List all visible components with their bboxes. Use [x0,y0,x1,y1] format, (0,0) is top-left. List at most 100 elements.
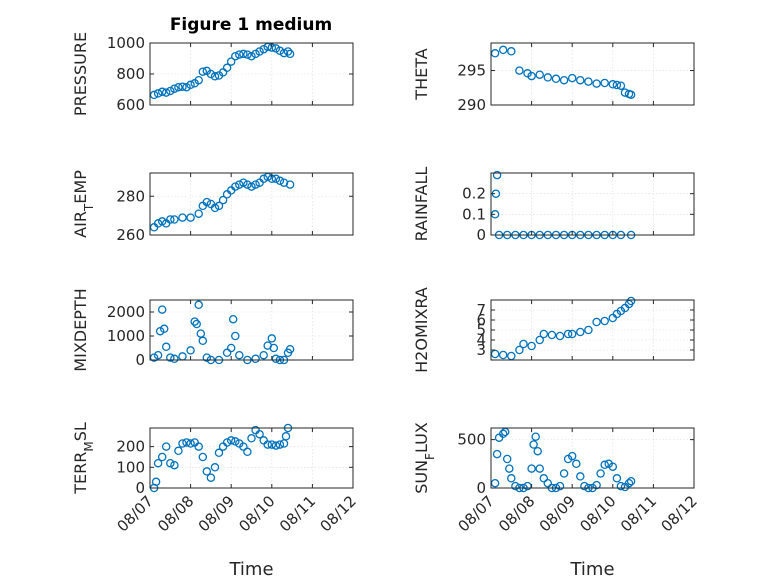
data-point [505,464,514,473]
data-point [251,180,260,189]
y-tick-label: 260 [116,226,145,244]
data-point [198,67,208,76]
data-point [498,350,508,360]
data-point [255,429,264,439]
data-point [608,462,618,471]
data-point [269,343,279,353]
data-point [214,448,224,458]
data-point [492,449,502,459]
data-point [259,174,268,184]
data-point [157,305,167,314]
data-point [153,89,163,98]
data-point [271,441,281,450]
data-point [206,69,216,79]
data-point [166,458,175,468]
data-point [186,213,195,222]
data-point [161,342,171,352]
data-point [592,317,601,327]
data-point [194,209,203,218]
data-point [275,176,285,186]
data-point [539,329,549,339]
data-point [231,437,240,446]
data-point [626,296,636,306]
data-point [283,47,293,56]
data-point [214,201,224,211]
data-point [222,438,232,447]
data-point [243,180,252,189]
data-point [527,341,536,351]
axes-theta: 290 295 THETA [412,42,695,114]
y-tick-label: 2000 [107,303,145,321]
data-point [157,87,167,97]
y-tick-label: 0 [476,479,486,497]
data-point [498,45,508,55]
data-point [202,197,212,207]
y-tick-label: 6 [476,311,486,329]
x-tick-label: 08/10 [235,492,278,535]
y-tick-label: 7 [476,301,486,319]
data-point [624,478,634,488]
data-point [612,474,622,483]
data-point [600,316,609,326]
data-point [616,81,626,90]
data-point [285,49,295,59]
data-point [567,451,577,461]
data-point [202,467,212,476]
data-point [174,82,183,92]
y-axis-label: TERRMSL [71,422,96,495]
data-point [161,88,171,97]
data-point [535,335,544,345]
plot-area [150,173,353,235]
data-point [572,459,581,469]
plot-area [491,43,694,105]
data-point [247,434,256,443]
data-point [580,481,589,491]
data-point [267,334,277,343]
data-point [194,442,203,451]
y-axis-label: SUNFLUX [412,422,437,494]
data-point [151,477,161,487]
data-point [157,217,167,226]
data-point [559,75,569,85]
plot-area [491,428,694,488]
data-point [218,195,228,205]
data-point [498,429,508,439]
data-point [206,473,216,482]
data-point [511,481,520,491]
data-point [186,439,195,448]
data-point [202,353,212,362]
y-axis-label: H2OMIXRA [412,287,431,373]
x-tick-label: 08/09 [195,492,238,535]
data-point [182,438,191,447]
y-tick-label: 0 [135,351,145,369]
data-point [281,432,291,441]
plot-area [150,300,353,360]
data-point [600,78,609,88]
data-point [519,339,528,349]
y-tick-label: 200 [116,438,145,456]
x-tick-label: 08/12 [317,492,360,535]
y-tick-label: 100 [116,458,145,476]
y-axis-label: RAINFALL [412,167,431,242]
axes-rainfall: 0 0.1 0.2 RAINFALL [412,167,695,244]
axes-frame [149,299,354,361]
y-tick-label: 3 [476,341,486,359]
data-point [576,327,585,337]
y-axis-label: AIRTEMP [71,170,96,238]
data-point [527,71,536,81]
x-tick-label: 08/07 [114,492,157,535]
data-point [194,75,203,85]
plot-area [491,173,694,235]
data-point [231,51,240,61]
data-point [584,77,593,86]
data-point [555,331,565,341]
data-point [192,319,201,329]
y-tick-label: 500 [457,431,486,449]
y-tick-label: 0.2 [462,185,486,203]
data-point [182,82,191,92]
data-point [275,46,285,56]
data-point [271,174,281,184]
axes-frame [149,427,354,489]
data-point [567,329,577,339]
